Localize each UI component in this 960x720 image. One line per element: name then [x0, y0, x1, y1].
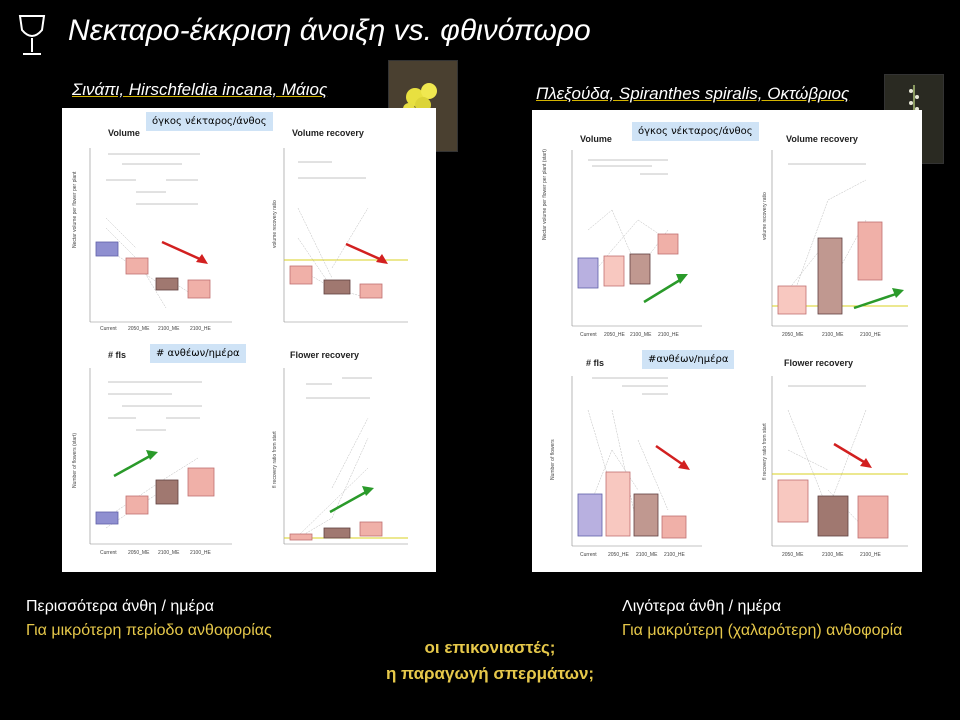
svg-text:2100_HE: 2100_HE — [658, 332, 680, 338]
right-figure-panel: Volume Nectar volume per flower per plan… — [532, 110, 922, 572]
svg-text:2050_ME: 2050_ME — [128, 550, 150, 556]
svg-text:2100_HE: 2100_HE — [860, 552, 882, 558]
right-flowers-chip: #ανθέων/ημέρα — [642, 350, 735, 369]
left-decrease-arrow — [161, 240, 203, 262]
question-seed-production: η παραγωγή σπερμάτων; — [385, 664, 595, 683]
svg-text:fl recovery ratio from start: fl recovery ratio from start — [272, 431, 278, 488]
left-flower-recovery-increase-arrow — [329, 490, 367, 514]
left-plot-volume-title: Volume — [108, 128, 140, 138]
left-figure-panel: Volume Nectar volume per flower per plan… — [62, 108, 436, 572]
svg-text:Number of flowers: Number of flowers — [550, 439, 556, 480]
svg-text:Current: Current — [580, 332, 597, 338]
svg-text:2050_ME: 2050_ME — [782, 552, 804, 558]
right-flower-recovery-decrease-arrow — [833, 442, 865, 464]
page-title: Νεκταρο-έκκριση άνοιξη vs. φθινόπωρο — [68, 14, 591, 47]
svg-text:2100_ME: 2100_ME — [822, 332, 844, 338]
right-recovery-increase-arrow — [853, 292, 897, 310]
svg-text:2100_ME: 2100_ME — [630, 332, 652, 338]
svg-text:2100_HE: 2100_HE — [190, 550, 212, 556]
svg-text:2100_ME: 2100_ME — [636, 552, 658, 558]
svg-text:fl recovery ratio from start: fl recovery ratio from start — [762, 423, 768, 480]
svg-text:Current: Current — [100, 326, 117, 332]
right-caption-line1: Λιγότερα άνθη / ημέρα — [622, 598, 782, 615]
svg-text:2050_HE: 2050_HE — [608, 552, 630, 558]
left-plot-flower-recovery-title: Flower recovery — [290, 350, 359, 360]
svg-text:Number of flowers (start): Number of flowers (start) — [72, 433, 78, 488]
left-flowers-chip: # ανθέων/ημέρα — [150, 344, 246, 363]
svg-text:2100_ME: 2100_ME — [158, 326, 180, 332]
left-caption-line2: Για μικρότερη περίοδο ανθοφορίας — [26, 622, 272, 639]
svg-text:2050_ME: 2050_ME — [782, 332, 804, 338]
left-volume-chip: όγκος νέκταρος/άνθος — [146, 112, 273, 131]
svg-text:Nectar volume per flower per p: Nectar volume per flower per plant (star… — [542, 149, 548, 240]
left-plot-flowers-title: # fls — [108, 350, 126, 360]
left-flowers-increase-arrow — [113, 454, 151, 478]
left-recovery-decrease-arrow — [345, 242, 383, 262]
right-plot-volume-recovery-title: Volume recovery — [786, 134, 858, 144]
right-volume-increase-arrow — [643, 278, 681, 304]
left-caption-line1: Περισσότερα άνθη / ημέρα — [26, 598, 214, 615]
right-caption-line2: Για μακρύτερη (χαλαρότερη) ανθοφορία — [622, 622, 903, 639]
right-flowers-decrease-arrow — [655, 444, 683, 466]
right-volume-chip: όγκος νέκταρος/άνθος — [632, 122, 759, 141]
svg-text:2100_ME: 2100_ME — [158, 550, 180, 556]
question-pollinators: οι επικονιαστές; — [424, 638, 556, 657]
svg-text:Current: Current — [100, 550, 117, 556]
svg-text:volume recovery ratio: volume recovery ratio — [272, 200, 278, 248]
right-figure: Volume Nectar volume per flower per plan… — [542, 134, 908, 558]
svg-text:2100_HE: 2100_HE — [860, 332, 882, 338]
svg-text:2100_ME: 2100_ME — [822, 552, 844, 558]
svg-text:volume recovery ratio: volume recovery ratio — [762, 192, 768, 240]
svg-text:2100_HE: 2100_HE — [664, 552, 686, 558]
svg-text:2050_ME: 2050_ME — [128, 326, 150, 332]
svg-text:2100_HE: 2100_HE — [190, 326, 212, 332]
right-plot-volume-title: Volume — [580, 134, 612, 144]
right-plot-flower-recovery-title: Flower recovery — [784, 358, 853, 368]
left-figure: Volume Nectar volume per flower per plan… — [72, 128, 408, 556]
svg-text:Current: Current — [580, 552, 597, 558]
svg-text:Nectar volume per flower per p: Nectar volume per flower per plant — [72, 171, 78, 248]
left-plot-volume-recovery-title: Volume recovery — [292, 128, 364, 138]
right-heading: Πλεξούδα, Spiranthes spiralis, Οκτώβριος — [536, 84, 850, 103]
left-heading: Σινάπι, Hirschfeldia incana, Μάιος — [72, 80, 328, 99]
wine-glass-icon — [18, 15, 46, 55]
right-plot-flowers-title: # fls — [586, 358, 604, 368]
svg-text:2050_HE: 2050_HE — [604, 332, 626, 338]
